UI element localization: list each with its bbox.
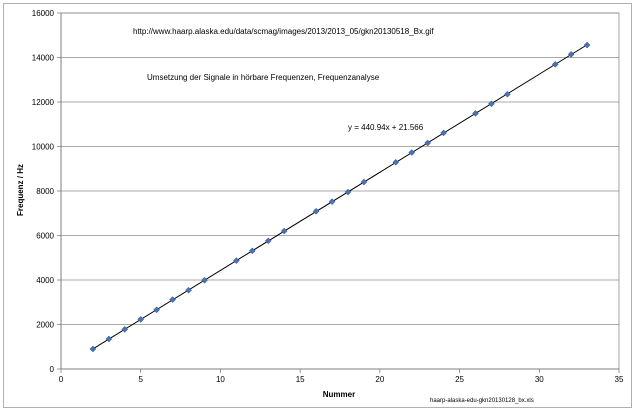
- gridlines: [61, 12, 619, 325]
- data-point: [551, 61, 559, 68]
- footer-filename: haarp-alaska-edu-gkn20130128_bx.xls: [430, 398, 534, 404]
- data-point: [169, 296, 176, 303]
- data-point: [201, 276, 208, 284]
- x-tick-label: 15: [296, 375, 305, 384]
- data-point: [121, 326, 129, 333]
- axes: [57, 12, 620, 373]
- data-point: [328, 198, 336, 206]
- y-tick-labels: 0 2000 4000 6000 8000 10000 12000 14000 16000: [32, 9, 55, 374]
- y-tick-label: 6000: [36, 232, 54, 241]
- x-tick-label: 0: [59, 375, 64, 384]
- x-tick-labels: 0 5 10 15 20 25 30 35: [59, 375, 624, 384]
- y-tick-label: 0: [50, 365, 55, 374]
- y-tick-label: 8000: [36, 187, 54, 196]
- data-point: [248, 247, 256, 255]
- data-point: [392, 158, 400, 166]
- data-point: [264, 237, 272, 245]
- description-annotation: Umsetzung der Signale in hörbare Frequen…: [147, 73, 380, 82]
- data-point: [583, 41, 591, 49]
- data-point: [424, 139, 432, 147]
- data-point: [472, 109, 479, 117]
- data-point: [360, 178, 368, 186]
- y-tick-label: 14000: [32, 54, 55, 63]
- x-tick-label: 5: [138, 375, 143, 384]
- x-tick-label: 20: [375, 375, 384, 384]
- data-point: [488, 100, 495, 108]
- data-point: [105, 335, 113, 343]
- data-points: [89, 41, 591, 353]
- x-tick-label: 25: [455, 375, 464, 384]
- y-tick-label: 2000: [36, 321, 54, 330]
- data-point: [153, 306, 161, 314]
- data-point: [280, 227, 288, 235]
- data-point: [408, 149, 416, 156]
- y-tick-label: 12000: [32, 98, 55, 107]
- y-axis-title: Frequenz / Hz: [16, 164, 25, 216]
- x-tick-label: 10: [216, 375, 225, 384]
- x-tick-label: 35: [615, 375, 624, 384]
- data-point: [344, 188, 352, 196]
- trendline: [92, 44, 588, 350]
- trendline-group: [92, 44, 588, 350]
- trendline-equation: y = 440.94x + 21.566: [348, 123, 424, 132]
- x-axis-title: Nummer: [323, 390, 355, 399]
- data-point: [185, 286, 192, 294]
- data-point: [312, 207, 320, 215]
- source-url-annotation: http://www.haarp.alaska.edu/data/scmag/i…: [133, 27, 434, 36]
- y-tick-label: 4000: [36, 276, 54, 285]
- data-point: [137, 316, 145, 323]
- data-point: [567, 51, 575, 58]
- data-point: [89, 345, 97, 353]
- data-point: [233, 257, 240, 264]
- y-tick-label: 16000: [32, 9, 55, 18]
- x-tick-label: 30: [535, 375, 544, 384]
- data-point: [504, 90, 511, 98]
- y-tick-label: 10000: [32, 143, 55, 152]
- data-point: [440, 129, 447, 137]
